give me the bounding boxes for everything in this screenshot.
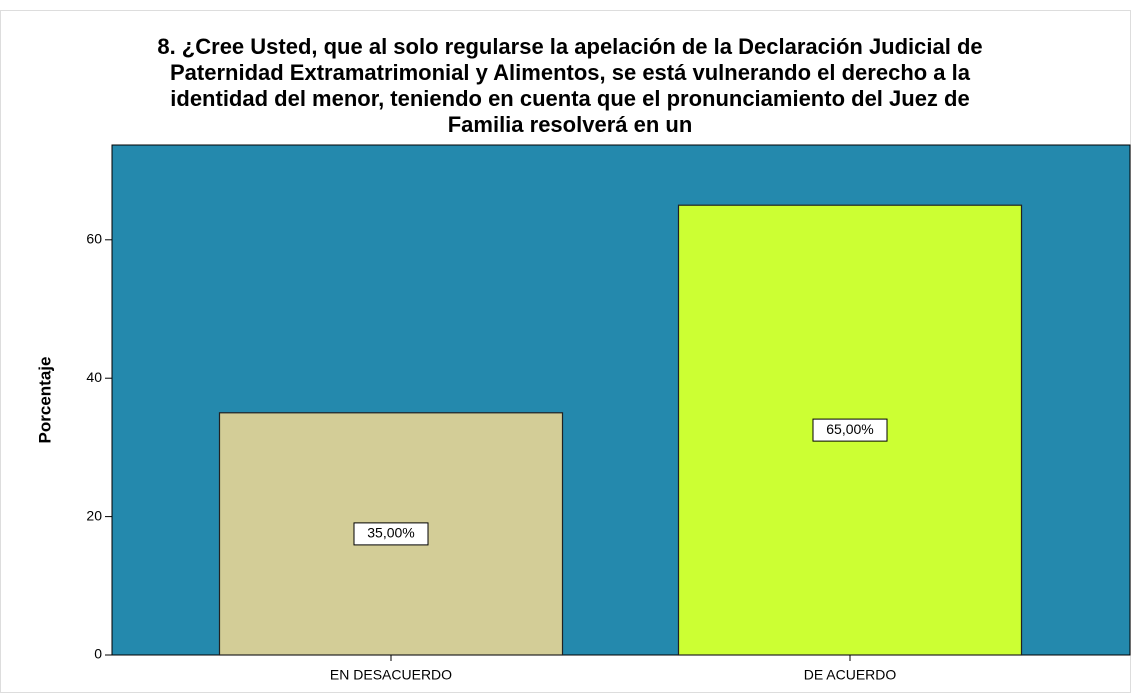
chart-title: identidad del menor, teniendo en cuenta … xyxy=(170,86,969,111)
value-label: 65,00% xyxy=(826,421,873,437)
y-tick-label: 60 xyxy=(86,231,102,247)
chart-title: 8. ¿Cree Usted, que al solo regularse la… xyxy=(157,34,982,59)
chart-title: Familia resolverá en un xyxy=(448,112,693,137)
x-tick-label: DE ACUERDO xyxy=(804,667,897,683)
value-label-box xyxy=(812,418,888,442)
y-tick-label: 20 xyxy=(86,507,102,523)
y-axis-label: Porcentaje xyxy=(35,357,54,444)
y-tick-label: 0 xyxy=(94,646,102,662)
y-tick-label: 40 xyxy=(86,369,102,385)
x-tick-label: EN DESACUERDO xyxy=(330,667,452,683)
chart-title: Paternidad Extramatrimonial y Alimentos,… xyxy=(170,60,971,85)
value-label: 35,00% xyxy=(367,525,414,541)
value-label-box xyxy=(353,522,429,546)
